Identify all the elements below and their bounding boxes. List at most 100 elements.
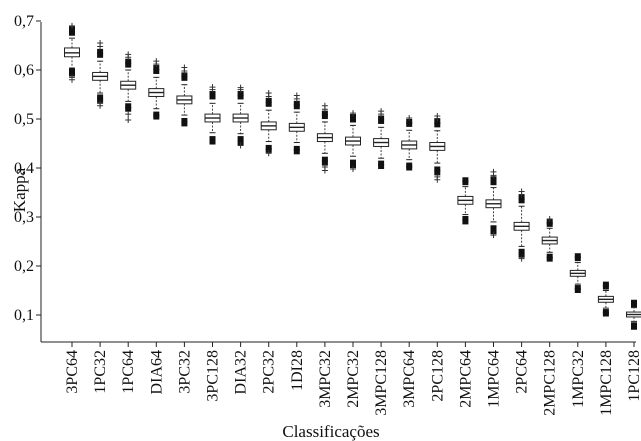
x-tick-label: 1MPC128 <box>598 350 615 416</box>
outlier-high <box>490 168 497 175</box>
box-1PC128 <box>626 299 641 330</box>
outlier-low <box>602 311 609 317</box>
x-tick-label: 2PC64 <box>514 350 531 394</box>
x-tick-label: 2MPC32 <box>345 350 362 408</box>
box-DIA64 <box>148 58 165 120</box>
outlier-high <box>321 110 328 116</box>
outlier-low <box>490 225 497 231</box>
outlier-high <box>350 110 356 117</box>
outlier-high <box>181 75 188 81</box>
outlier-high <box>153 65 160 71</box>
outlier-high <box>518 188 525 195</box>
outlier-low <box>265 150 272 157</box>
outlier-high <box>125 58 132 64</box>
y-tick-label: 0,5 <box>14 111 34 128</box>
x-tick-label: 1PC32 <box>92 350 109 394</box>
outlier-high <box>434 122 441 128</box>
outlier-high <box>125 62 132 68</box>
box-2MPC128 <box>541 215 558 262</box>
outlier-high <box>265 101 272 107</box>
outlier-low <box>631 324 637 330</box>
outlier-high <box>69 22 75 29</box>
outlier-low <box>209 139 216 145</box>
outlier-high <box>406 115 413 122</box>
outlier-high <box>265 97 272 103</box>
outlier-low <box>378 164 385 170</box>
outlier-low <box>574 285 581 291</box>
y-tick-label: 0,4 <box>14 160 34 177</box>
box-1PC32 <box>92 40 109 109</box>
outlier-low <box>434 166 441 172</box>
outlier-low <box>125 116 132 123</box>
outlier-high <box>153 58 160 65</box>
outlier-high <box>602 281 609 287</box>
box-3MPC128 <box>373 108 390 170</box>
outlier-low <box>406 162 413 168</box>
outlier-low <box>125 106 132 112</box>
outlier-high <box>237 91 244 97</box>
y-tick-label: 0,6 <box>14 62 34 79</box>
outlier-low <box>125 111 132 118</box>
box-1MPC64 <box>485 168 502 239</box>
outlier-high <box>490 176 497 182</box>
outlier-high <box>293 92 300 99</box>
outlier-high <box>181 72 188 78</box>
y-tick-label: 0,2 <box>14 258 34 275</box>
outlier-low <box>181 121 188 127</box>
outlier-high <box>321 102 328 109</box>
outlier-low <box>69 71 75 77</box>
box-1DI28 <box>288 92 305 155</box>
x-tick-label: 2PC32 <box>261 350 278 394</box>
outlier-low <box>518 252 525 258</box>
x-tick-label: 3MPC128 <box>373 350 390 416</box>
y-tick-label: 0,1 <box>14 307 34 324</box>
outlier-high <box>574 256 581 262</box>
y-axis-ticks: 0,1 0,2 0,3 0,4 0,5 0,6 0,7 <box>14 13 41 324</box>
outlier-low <box>293 145 300 151</box>
x-tick-label: 1PC128 <box>626 350 641 402</box>
outlier-high <box>209 94 216 100</box>
outlier-high <box>97 40 104 47</box>
x-tick-label: 1MPC32 <box>570 350 587 408</box>
outlier-low <box>69 68 75 74</box>
outlier-low <box>97 94 104 100</box>
outlier-low <box>237 142 244 149</box>
boxplot-series <box>64 22 641 330</box>
outlier-high <box>378 115 385 121</box>
x-tick-label: 2MPC64 <box>457 350 474 408</box>
outlier-high <box>546 215 553 222</box>
outlier-low <box>181 117 188 123</box>
outlier-low <box>350 163 356 169</box>
outlier-high <box>293 100 300 106</box>
outlier-high <box>181 64 188 71</box>
outlier-high <box>293 104 300 110</box>
x-tick-label: 1PC64 <box>120 350 137 394</box>
outlier-high <box>631 299 637 305</box>
outlier-low <box>321 160 328 166</box>
outlier-low <box>153 111 160 117</box>
outlier-high <box>378 118 385 124</box>
box-3PC128 <box>204 84 221 145</box>
outlier-high <box>434 113 441 120</box>
outlier-low <box>490 229 497 235</box>
outlier-low <box>490 232 497 239</box>
outlier-high <box>462 177 469 183</box>
x-tick-label: 3PC128 <box>205 350 222 402</box>
outlier-low <box>97 102 104 109</box>
outlier-low <box>406 165 413 171</box>
x-tick-label: 3PC32 <box>176 350 193 394</box>
outlier-high <box>518 198 525 204</box>
x-tick-label: 1DI28 <box>289 350 306 391</box>
outlier-low <box>350 165 356 172</box>
x-tick-label: DIA64 <box>148 350 165 394</box>
outlier-high <box>265 90 272 97</box>
x-tick-label: 3PC64 <box>64 350 81 394</box>
outlier-low <box>546 253 553 259</box>
outlier-high <box>574 253 581 259</box>
outlier-high <box>406 121 413 127</box>
box-2PC64 <box>513 188 530 262</box>
outlier-high <box>209 84 216 91</box>
box-2MPC32 <box>345 110 361 172</box>
y-axis-title: Kappa <box>10 167 29 212</box>
